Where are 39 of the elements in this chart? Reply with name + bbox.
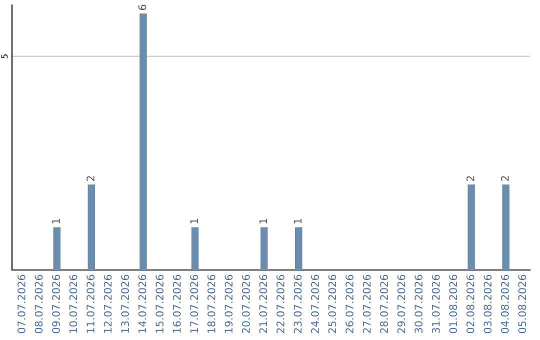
x-tick-label: 19.07.2026 [224, 274, 233, 333]
x-tick-label: 16.07.2026 [172, 274, 181, 333]
x-tick-label: 23.07.2026 [294, 274, 302, 334]
x-tick-label: 04.08.2026 [500, 274, 509, 334]
x-tick-label: 30.07.2026 [414, 274, 423, 334]
x-tick-label: 09.07.2026 [52, 274, 60, 334]
data-label: 1 [190, 218, 198, 224]
x-tick-label: 10.07.2026 [69, 274, 78, 333]
x-tick-label: 27.07.2026 [362, 274, 371, 334]
x-tick-label: 15.07.2026 [156, 274, 164, 333]
x-tick-label: 31.07.2026 [432, 274, 440, 334]
x-tick-label: 28.07.2026 [380, 274, 388, 334]
x-tick-label: 25.07.2026 [328, 274, 336, 334]
x-tick-label: 08.07.2026 [34, 274, 43, 334]
x-tick-label: 11.07.2026 [86, 274, 94, 333]
data-label: 1 [294, 218, 302, 224]
x-tick-label: 17.07.2026 [190, 274, 198, 333]
x-tick-label: 03.08.2026 [484, 274, 492, 334]
x-tick-label: 24.07.2026 [311, 274, 319, 334]
x-tick-label: 20.07.2026 [242, 274, 250, 334]
x-tick-label: 01.08.2026 [449, 274, 458, 334]
data-label: 2 [466, 176, 474, 181]
data-label: 1 [52, 218, 60, 224]
data-label: 2 [86, 176, 94, 181]
y-tick-label: 5 [1, 54, 8, 58]
x-tick-label: 21.07.2026 [259, 274, 268, 334]
x-tick-label: 29.07.2026 [397, 274, 406, 334]
data-label: 2 [500, 176, 509, 181]
x-tick-label: 07.07.2026 [18, 274, 26, 334]
x-tick-label: 02.08.2026 [466, 274, 474, 334]
x-tick-label: 14.07.2026 [138, 274, 146, 333]
x-tick-label: 13.07.2026 [121, 274, 129, 333]
data-label: 1 [259, 218, 267, 224]
x-tick-label: 22.07.2026 [276, 274, 284, 334]
x-tick-label: 12.07.2026 [104, 274, 112, 333]
x-tick-label: 18.07.2026 [207, 274, 216, 333]
x-tick-label: 26.07.2026 [346, 274, 354, 334]
x-tick-label: 05.08.2026 [518, 274, 526, 334]
data-label: 6 [138, 4, 146, 10]
